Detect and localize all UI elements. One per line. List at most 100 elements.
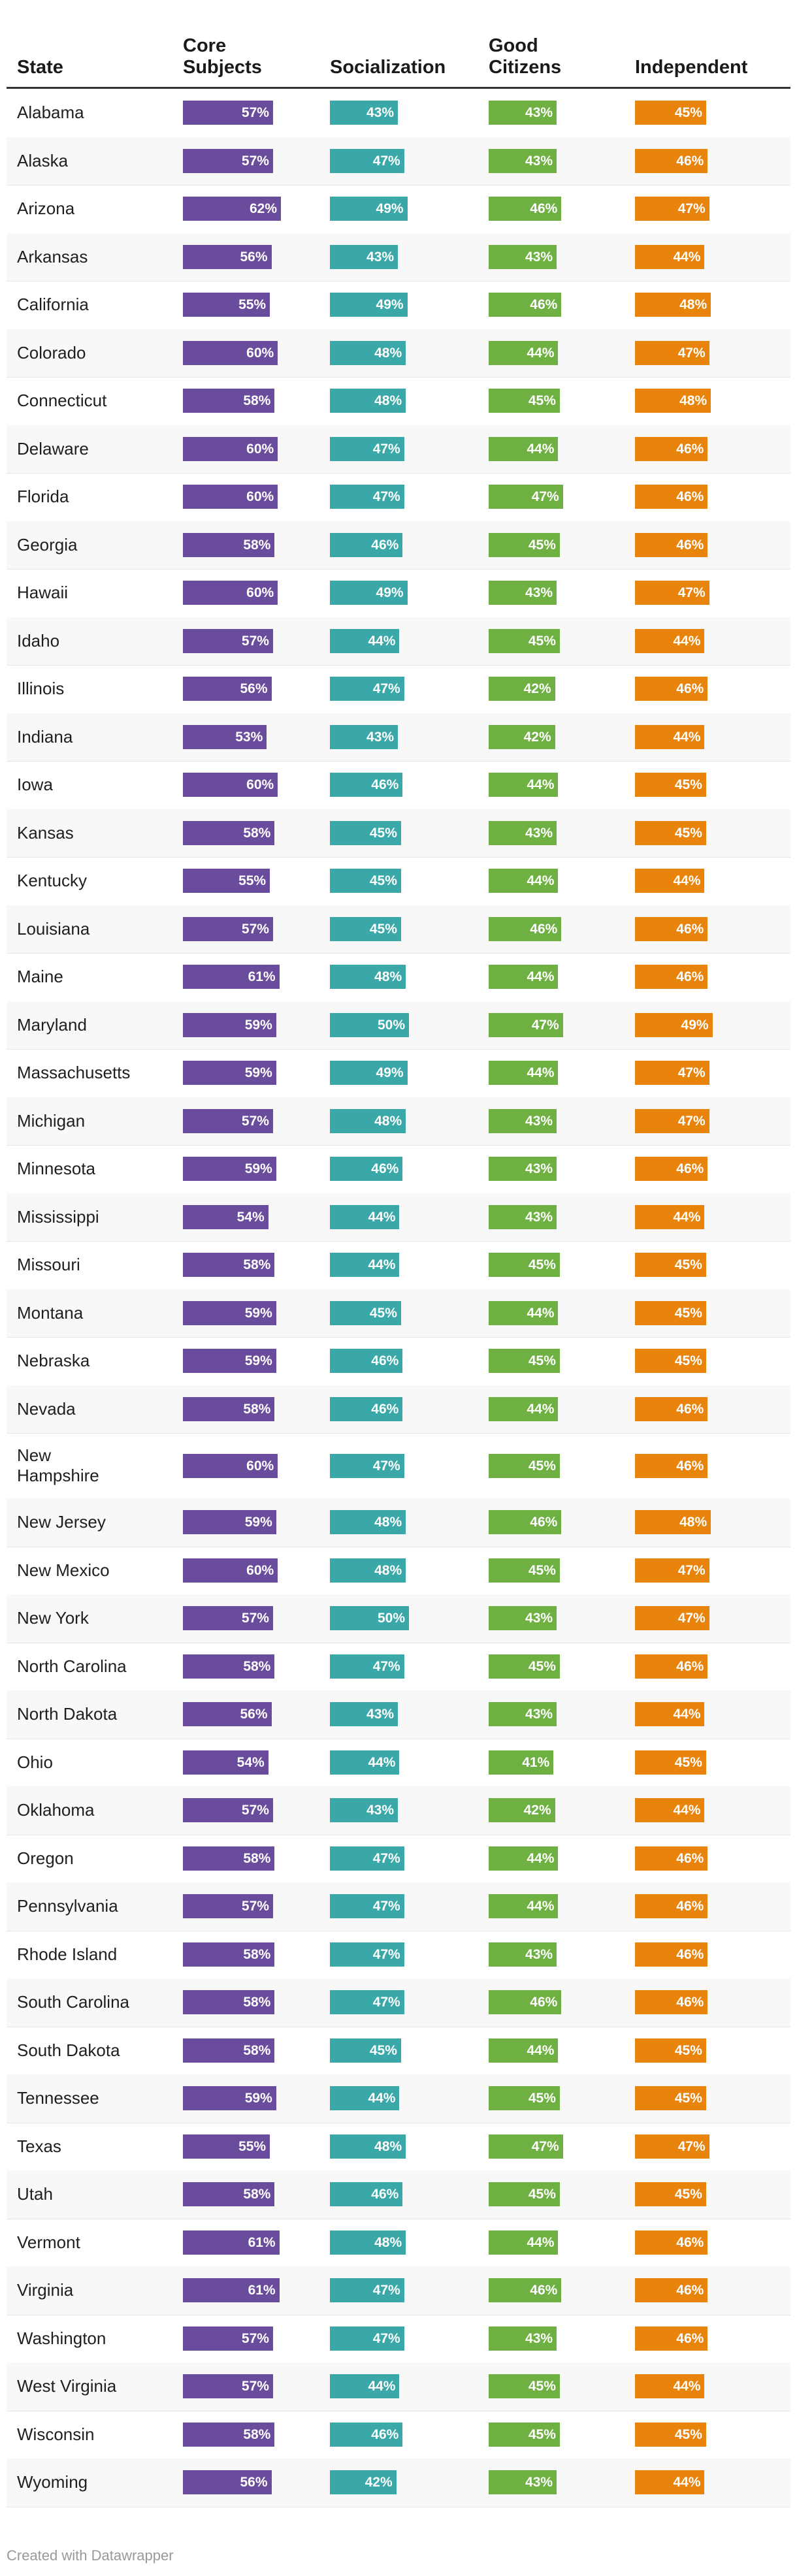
bar-value-citizens: 45% — [528, 2426, 556, 2442]
table-row: Florida 60% 47% 47% 46% — [7, 473, 790, 522]
bar-core — [183, 197, 282, 221]
state-name: West Virginia — [17, 2376, 117, 2396]
column-header-line: Core — [183, 35, 227, 56]
header-rule — [7, 87, 790, 89]
bar-value-core: 59% — [244, 1305, 272, 1321]
bar-core — [183, 677, 272, 701]
bar-value-core: 54% — [236, 1754, 265, 1770]
table-row: South Dakota 58% 45% 44% 45% — [7, 2027, 790, 2075]
bar-value-core: 56% — [240, 249, 268, 265]
bar-value-independent: 45% — [674, 105, 702, 121]
bar-value-social: 48% — [374, 2234, 402, 2250]
bar-independent — [635, 1108, 709, 1133]
bar-citizens — [489, 965, 559, 990]
bar-value-citizens: 46% — [530, 297, 558, 313]
bar-value-independent: 47% — [677, 1562, 706, 1578]
bar-independent — [635, 2086, 706, 2111]
state-name: Wyoming — [17, 2472, 88, 2492]
state-name: Pennsylvania — [17, 1896, 118, 1916]
state-name: North Dakota — [17, 1704, 118, 1724]
table-row: Virginia 61% 47% 46% 46% — [7, 2266, 790, 2315]
state-name: Connecticut — [17, 391, 107, 411]
bar-core — [183, 1750, 268, 1775]
bar-value-core: 58% — [243, 1995, 271, 2010]
bar-value-core: 57% — [241, 105, 269, 121]
bar-citizens — [489, 1396, 559, 1421]
bar-value-social: 44% — [368, 1754, 396, 1770]
bar-value-social: 47% — [372, 1995, 400, 2010]
bar-citizens — [489, 1012, 563, 1037]
bar-citizens — [489, 244, 557, 269]
bar-citizens — [489, 340, 559, 365]
bar-social — [330, 1846, 404, 1871]
bar-citizens — [489, 1510, 562, 1535]
bar-value-social: 48% — [374, 1515, 402, 1530]
bar-value-independent: 45% — [674, 2426, 702, 2442]
bar-core — [183, 389, 275, 413]
state-name: Virginia — [17, 2280, 74, 2300]
bar-independent — [635, 1012, 713, 1037]
bar-core — [183, 340, 278, 365]
bar-value-independent: 46% — [676, 537, 704, 553]
state-name: Maine — [17, 967, 63, 987]
bar-value-citizens: 45% — [528, 1658, 556, 1674]
bar-core — [183, 2470, 272, 2495]
bar-social — [330, 293, 408, 317]
bar-social — [330, 2182, 403, 2207]
table-row: Montana 59% 45% 44% 45% — [7, 1289, 790, 1338]
bar-value-social: 45% — [369, 1305, 397, 1321]
bar-value-citizens: 44% — [527, 1899, 555, 1914]
table-row: Kansas 58% 45% 43% 45% — [7, 809, 790, 858]
bar-core — [183, 1798, 273, 1823]
bar-independent — [635, 2326, 708, 2351]
bar-independent — [635, 1510, 711, 1535]
bar-citizens — [489, 1204, 557, 1229]
bar-independent — [635, 1894, 708, 1919]
bar-value-citizens: 45% — [528, 393, 556, 409]
bar-value-core: 59% — [244, 1065, 272, 1081]
bar-value-social: 47% — [372, 2283, 400, 2298]
bar-independent — [635, 2182, 706, 2207]
bar-value-core: 59% — [244, 1017, 272, 1033]
bar-value-independent: 45% — [674, 825, 702, 841]
bar-independent — [635, 2374, 705, 2399]
bar-independent — [635, 2230, 708, 2255]
bar-core — [183, 1453, 278, 1478]
state-name: South Dakota — [17, 2040, 120, 2060]
state-name: Minnesota — [17, 1159, 95, 1179]
state-name: Alabama — [17, 103, 84, 123]
bar-independent — [635, 1942, 708, 1967]
bar-social — [330, 1012, 409, 1037]
bar-core — [183, 436, 278, 461]
state-name: Iowa — [17, 775, 53, 795]
table-row: Colorado 60% 48% 44% 47% — [7, 329, 790, 378]
table-row: Vermont 61% 48% 44% 46% — [7, 2219, 790, 2267]
state-name: Maryland — [17, 1014, 87, 1035]
footer-credit: Created with Datawrapper — [7, 2547, 174, 2564]
bar-social — [330, 1798, 398, 1823]
bar-value-independent: 48% — [679, 1515, 708, 1530]
bar-core — [183, 916, 273, 941]
column-header-state: State — [17, 57, 63, 78]
bar-citizens — [489, 197, 562, 221]
bar-independent — [635, 1349, 706, 1374]
bar-core — [183, 628, 273, 653]
state-name: Montana — [17, 1302, 84, 1323]
table-row: Pennsylvania 57% 47% 44% 46% — [7, 1882, 790, 1931]
bar-core — [183, 581, 278, 605]
bar-value-citizens: 45% — [528, 1257, 556, 1273]
column-header-line: Subjects — [183, 57, 262, 78]
bar-value-core: 54% — [236, 1209, 265, 1225]
bar-social — [330, 1204, 400, 1229]
bar-value-citizens: 44% — [527, 1065, 555, 1081]
bar-core — [183, 532, 275, 557]
bar-core — [183, 1349, 276, 1374]
bar-independent — [635, 2038, 706, 2063]
table-row: Illinois 56% 47% 42% 46% — [7, 665, 790, 714]
state-name: Louisiana — [17, 918, 90, 939]
bar-value-social: 42% — [365, 2475, 393, 2490]
column-header-core: Core Subjects — [183, 35, 262, 78]
bar-value-citizens: 43% — [525, 2475, 553, 2490]
bar-value-independent: 46% — [676, 2283, 704, 2298]
